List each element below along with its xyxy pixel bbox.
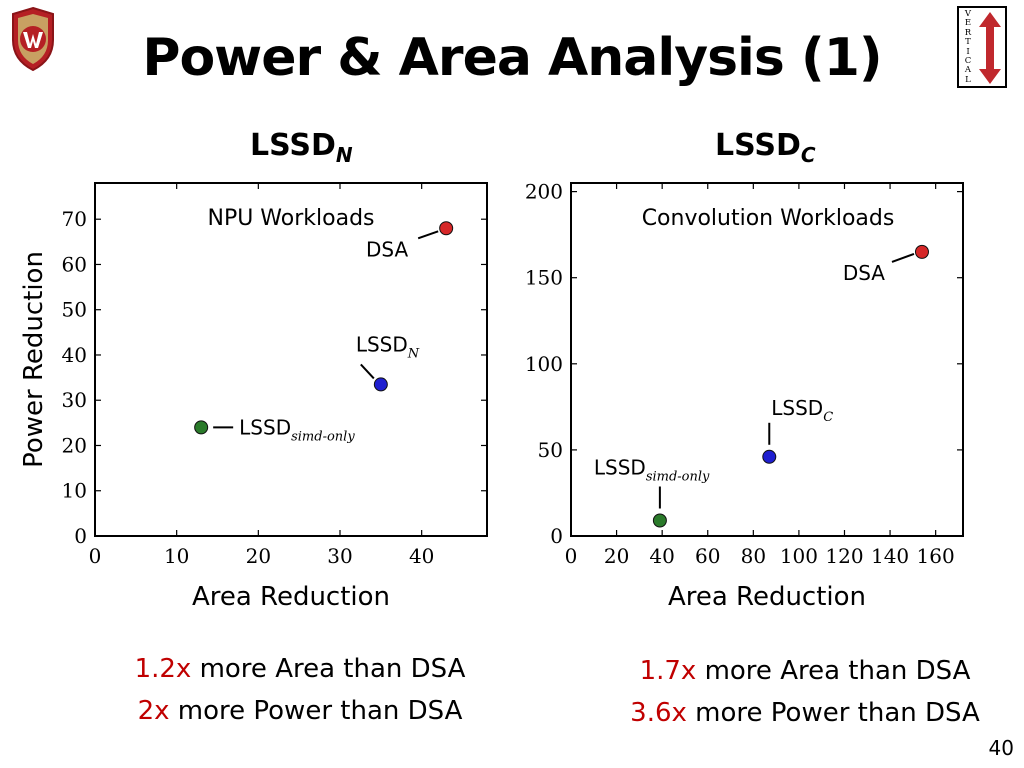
npu-workloads-scatter-chart: 0 10 20 30 40 0 10 20 30 40 50 60 70 NPU Workloads Are…: [19, 182, 488, 612]
x-tick-label: 20: [246, 544, 271, 568]
y-tick-label: 0: [74, 524, 87, 548]
x-tick-label: 140: [871, 544, 909, 568]
data-point-label: LSSDsimd-only: [594, 456, 710, 485]
point-leader-line: [360, 363, 375, 380]
data-point-label: LSSDN: [356, 332, 420, 361]
caption-highlight: 1.7x: [639, 656, 697, 686]
vertical-logo: V E R T I C A L: [957, 6, 1007, 88]
data-point: [762, 449, 777, 464]
data-point-label: DSA: [843, 261, 885, 285]
x-axis-label: Area Reduction: [192, 582, 390, 612]
x-tick-label: 40: [409, 544, 434, 568]
point-leader-line: [891, 252, 915, 263]
caption-line-area: 1.7x more Area than DSA: [600, 650, 1010, 692]
y-tick-label: 50: [538, 438, 563, 462]
x-tick-label: 30: [327, 544, 352, 568]
slide-title: Power & Area Analysis (1): [142, 28, 882, 88]
caption-highlight: 3.6x: [630, 698, 687, 728]
left-caption: 1.2x more Area than DSA 2x more Power th…: [100, 648, 500, 732]
y-tick-label: 100: [525, 352, 563, 376]
x-axis-label: Area Reduction: [668, 582, 866, 612]
x-tick-label: 40: [649, 544, 674, 568]
x-tick-label: 10: [164, 544, 189, 568]
x-tick-label: 60: [695, 544, 720, 568]
heading-subscript: N: [335, 143, 353, 167]
page-number: 40: [988, 736, 1014, 760]
uw-crest-logo: [12, 6, 54, 72]
y-tick-label: 50: [62, 298, 87, 322]
y-tick-label: 200: [525, 180, 563, 204]
caption-highlight: 1.2x: [134, 654, 192, 684]
data-point: [194, 420, 209, 435]
y-tick-label: 30: [62, 388, 87, 412]
heading-subscript: C: [800, 143, 816, 167]
x-tick-label: 0: [89, 544, 102, 568]
caption-text: more Area than DSA: [191, 654, 466, 684]
data-point-label: LSSDsimd-only: [239, 415, 355, 444]
y-tick-label: 40: [62, 343, 87, 367]
point-leader-line: [417, 230, 439, 240]
caption-text: more Area than DSA: [696, 656, 971, 686]
data-point-label: DSA: [366, 237, 408, 261]
right-chart-heading: LSSDC: [715, 128, 816, 167]
heading-main: LSSD: [250, 128, 336, 163]
x-tick-label: 100: [780, 544, 818, 568]
caption-line-power: 2x more Power than DSA: [100, 690, 500, 732]
plot-frame: [94, 182, 488, 537]
left-chart-heading: LSSDN: [250, 128, 353, 167]
x-tick-label: 0: [565, 544, 578, 568]
x-tick-label: 120: [825, 544, 863, 568]
heading-main: LSSD: [715, 128, 801, 163]
caption-line-power: 3.6x more Power than DSA: [600, 692, 1010, 734]
data-point-label: LSSDC: [771, 396, 833, 425]
y-tick-label: 20: [62, 433, 87, 457]
caption-line-area: 1.2x more Area than DSA: [100, 648, 500, 690]
data-point: [914, 244, 929, 259]
caption-highlight: 2x: [137, 696, 170, 726]
y-tick-label: 10: [62, 479, 87, 503]
vertical-logo-letters: V E R T I C A L: [964, 9, 972, 85]
data-point: [652, 513, 667, 528]
plot-frame: [570, 182, 964, 537]
convolution-workloads-scatter-chart: 0 20 40 60 80 100 120 140 160 0 50 100 150 200 Convolu…: [525, 180, 964, 612]
y-tick-label: 0: [550, 524, 563, 548]
x-tick-label: 20: [604, 544, 629, 568]
y-tick-label: 70: [62, 207, 87, 231]
double-arrow-icon: [979, 12, 1001, 84]
chart-title: NPU Workloads: [207, 206, 374, 231]
caption-text: more Power than DSA: [686, 698, 980, 728]
y-tick-label: 150: [525, 266, 563, 290]
right-caption: 1.7x more Area than DSA 3.6x more Power …: [600, 650, 1010, 734]
caption-text: more Power than DSA: [169, 696, 463, 726]
chart-title: Convolution Workloads: [642, 206, 895, 231]
x-tick-label: 160: [917, 544, 955, 568]
y-tick-label: 60: [62, 252, 87, 276]
data-point: [373, 377, 388, 392]
x-tick-label: 80: [741, 544, 766, 568]
y-axis-label: Power Reduction: [19, 251, 49, 468]
data-point: [439, 221, 454, 236]
